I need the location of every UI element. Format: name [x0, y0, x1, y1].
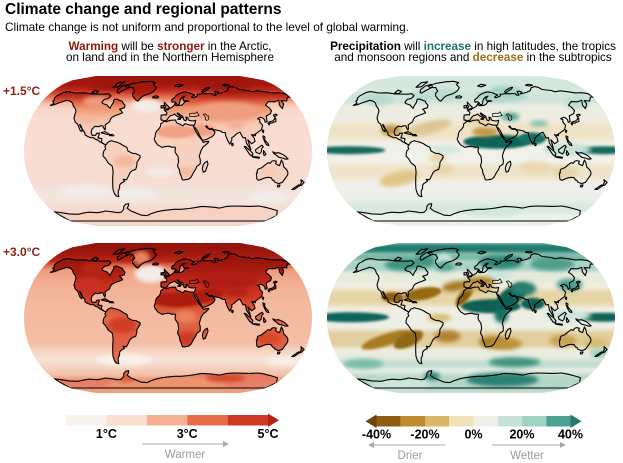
svg-text:Wetter: Wetter: [510, 450, 544, 462]
svg-text:5°C: 5°C: [258, 427, 279, 441]
svg-text:-40%: -40%: [362, 428, 391, 442]
svg-text:40%: 40%: [558, 428, 583, 442]
svg-text:Drier: Drier: [398, 450, 423, 462]
svg-text:3°C: 3°C: [177, 427, 198, 441]
svg-text:0%: 0%: [464, 428, 482, 442]
svg-text:Warmer: Warmer: [165, 449, 206, 461]
svg-text:-20%: -20%: [410, 428, 439, 442]
svg-text:1°C: 1°C: [96, 427, 117, 441]
svg-text:20%: 20%: [509, 428, 534, 442]
